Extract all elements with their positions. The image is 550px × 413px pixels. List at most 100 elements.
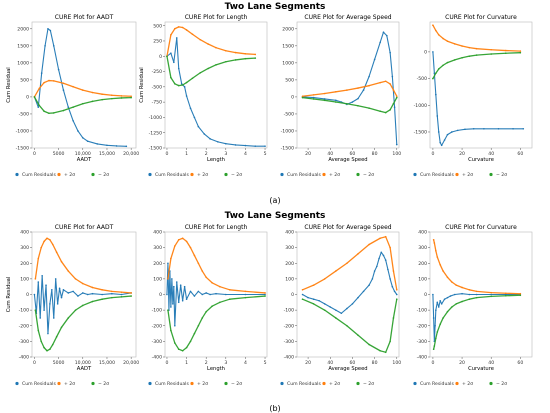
- data-point: [166, 55, 168, 58]
- y-tick-label: 500: [20, 77, 29, 83]
- series-line-minus-2sigma: [166, 55, 256, 87]
- data-point: [475, 290, 478, 293]
- x-tick-label: 20: [305, 360, 311, 366]
- y-tick-label: 0: [424, 292, 427, 298]
- x-tick-label: 3: [224, 151, 227, 157]
- legend-marker: [190, 172, 194, 177]
- data-point: [432, 24, 434, 27]
- data-point: [51, 289, 53, 291]
- y-tick-label: 1000: [282, 60, 294, 66]
- data-point: [170, 76, 172, 79]
- legend-label: Cum Residuals: [420, 381, 454, 387]
- legend-label: Cum Residuals: [22, 381, 56, 387]
- data-point: [490, 48, 493, 51]
- data-point: [392, 317, 395, 319]
- data-point: [193, 254, 196, 257]
- data-point: [432, 317, 435, 319]
- data-point: [225, 60, 227, 63]
- y-tick-label: 400: [285, 230, 294, 236]
- data-point: [215, 46, 217, 49]
- panel-title: CURE Plot for Curvature: [445, 14, 517, 21]
- data-point: [171, 278, 173, 280]
- panel-title: CURE Plot for Average Speed: [304, 224, 391, 231]
- data-point: [301, 293, 304, 296]
- data-point: [446, 310, 449, 313]
- data-point: [111, 290, 113, 293]
- data-point: [74, 309, 77, 311]
- data-point: [67, 270, 70, 272]
- row-a-legends: Cum Residuals + 2σ − 2σ Cum Residuals + 2σ − …: [15, 172, 507, 178]
- data-point: [346, 307, 348, 310]
- data-point: [389, 109, 391, 111]
- data-point: [54, 278, 57, 280]
- data-point: [504, 49, 507, 52]
- y-tick-label: -400: [417, 355, 428, 361]
- data-point: [335, 99, 337, 102]
- data-point: [519, 292, 522, 295]
- data-point: [437, 306, 440, 308]
- data-point: [357, 296, 359, 299]
- data-point: [301, 289, 304, 291]
- data-point: [437, 68, 440, 70]
- data-point: [329, 306, 332, 308]
- data-point: [170, 52, 172, 54]
- data-point: [519, 50, 522, 52]
- data-point: [43, 110, 45, 113]
- y-tick-label: 0: [26, 95, 29, 101]
- data-point: [393, 106, 396, 108]
- data-point: [180, 82, 183, 85]
- data-point: [392, 102, 395, 105]
- data-point: [189, 290, 192, 293]
- data-point: [43, 81, 45, 84]
- panel-title: CURE Plot for Length: [185, 224, 248, 231]
- data-point: [455, 284, 458, 286]
- data-point: [58, 287, 61, 290]
- data-point: [391, 285, 394, 288]
- data-point: [101, 93, 103, 95]
- data-point: [244, 293, 247, 296]
- data-point: [34, 309, 37, 311]
- data-point: [497, 127, 500, 130]
- data-point: [52, 243, 54, 246]
- x-axis-label: Length: [207, 366, 225, 372]
- x-tick-label: 3: [224, 360, 227, 366]
- data-point: [167, 262, 169, 265]
- data-point: [395, 143, 398, 146]
- legend-marker: [413, 172, 417, 177]
- x-tick-label: 4: [244, 360, 247, 366]
- cure-panel-5: CURE Plot for Length -400 -300 -200 -100 0 100…: [152, 224, 268, 372]
- data-point: [81, 282, 84, 285]
- y-tick-label: 200: [285, 261, 294, 267]
- x-tick-label: 10,000: [75, 360, 91, 366]
- data-point: [181, 26, 184, 29]
- legend-label: − 2σ: [496, 172, 507, 178]
- data-point: [504, 52, 507, 55]
- data-point: [52, 317, 55, 319]
- row-b-panels: CURE Plot for AADT-400-300-200-100010020…: [6, 224, 533, 372]
- legend-marker: [91, 172, 95, 177]
- x-tick-label: 0: [431, 151, 434, 157]
- data-point: [434, 324, 436, 327]
- data-point: [43, 346, 45, 349]
- panel-legend: Cum Residuals + 2σ − 2σ: [413, 172, 507, 178]
- x-tick-label: 60: [350, 360, 356, 366]
- data-point: [519, 51, 522, 54]
- data-point: [175, 37, 178, 39]
- data-point: [461, 286, 463, 289]
- legend-marker: [280, 172, 284, 177]
- data-point: [373, 270, 376, 272]
- y-tick-label: -200: [284, 323, 295, 329]
- data-point: [386, 34, 388, 37]
- data-point: [443, 298, 446, 300]
- data-point: [373, 58, 376, 61]
- x-tick-label: 40: [327, 360, 333, 366]
- data-point: [464, 128, 466, 131]
- x-axis-label: AADT: [77, 157, 92, 163]
- data-point: [461, 292, 463, 295]
- data-point: [387, 268, 389, 271]
- x-tick-label: 2: [205, 360, 208, 366]
- data-point: [56, 303, 59, 305]
- series-line-residuals: [33, 275, 132, 335]
- x-tick-label: 20: [305, 151, 311, 157]
- y-tick-label: 0: [26, 292, 29, 298]
